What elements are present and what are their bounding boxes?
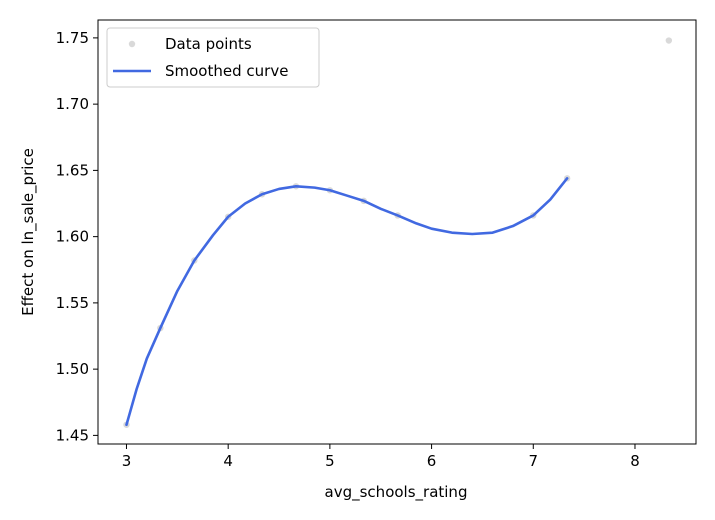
legend-label-data-points: Data points — [165, 35, 252, 53]
y-tick-label-1: 1.50 — [56, 360, 89, 378]
y-tick-label-3: 1.60 — [56, 228, 89, 246]
y-tick-label-2: 1.55 — [56, 294, 89, 312]
x-tick-label-5: 5 — [325, 452, 335, 470]
x-tick-label-3: 3 — [122, 452, 132, 470]
x-tick-label-7: 7 — [529, 452, 539, 470]
axes: 3 4 5 6 7 8 1.45 1.50 1.55 1.60 1.65 1.70 1.75 — [56, 19, 697, 470]
y-tick-label-0: 1.45 — [56, 426, 89, 444]
x-tick-label-8: 8 — [630, 452, 640, 470]
y-tick-label-6: 1.75 — [56, 29, 89, 47]
legend: Data points Smoothed curve — [106, 27, 320, 88]
plot-frame — [97, 19, 697, 445]
x-tick-label-6: 6 — [427, 452, 437, 470]
legend-label-smoothed-curve: Smoothed curve — [165, 62, 288, 80]
legend-box — [106, 27, 320, 88]
y-tick-label-4: 1.65 — [56, 161, 89, 179]
x-axis-label: avg_schools_rating — [325, 483, 468, 502]
data-point-12 — [665, 37, 673, 44]
y-tick-label-5: 1.70 — [56, 95, 89, 113]
legend-marker-data-points — [128, 40, 136, 48]
y-axis-label: Effect on ln_sale_price — [19, 148, 38, 316]
x-tick-label-4: 4 — [223, 452, 233, 470]
smoothed-curve-line — [125, 177, 569, 427]
plot-area — [123, 37, 673, 428]
